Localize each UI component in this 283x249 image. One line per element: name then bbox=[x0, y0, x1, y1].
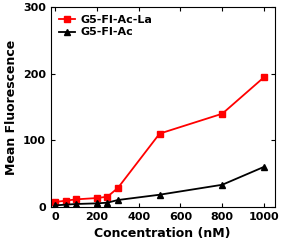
G5-FI-Ac-La bbox=[116, 187, 119, 189]
Line: G5-FI-Ac-La: G5-FI-Ac-La bbox=[52, 74, 267, 205]
G5-FI-Ac-La bbox=[262, 76, 266, 79]
Y-axis label: Mean Fluorescence: Mean Fluorescence bbox=[5, 39, 18, 175]
G5-FI-Ac bbox=[262, 165, 266, 168]
G5-FI-Ac bbox=[53, 204, 57, 207]
G5-FI-Ac bbox=[95, 202, 98, 205]
G5-FI-Ac bbox=[64, 203, 67, 206]
G5-FI-Ac-La bbox=[158, 132, 161, 135]
G5-FI-Ac bbox=[106, 201, 109, 204]
G5-FI-Ac bbox=[74, 202, 78, 205]
G5-FI-Ac-La bbox=[53, 200, 57, 203]
G5-FI-Ac-La bbox=[64, 199, 67, 202]
Line: G5-FI-Ac: G5-FI-Ac bbox=[52, 163, 267, 209]
G5-FI-Ac bbox=[220, 183, 224, 186]
G5-FI-Ac-La bbox=[74, 198, 78, 201]
G5-FI-Ac-La bbox=[106, 195, 109, 198]
Legend: G5-FI-Ac-La, G5-FI-Ac: G5-FI-Ac-La, G5-FI-Ac bbox=[57, 13, 155, 40]
X-axis label: Concentration (nM): Concentration (nM) bbox=[95, 227, 231, 240]
G5-FI-Ac bbox=[158, 193, 161, 196]
G5-FI-Ac-La bbox=[220, 112, 224, 115]
G5-FI-Ac bbox=[116, 198, 119, 201]
G5-FI-Ac-La bbox=[95, 196, 98, 199]
